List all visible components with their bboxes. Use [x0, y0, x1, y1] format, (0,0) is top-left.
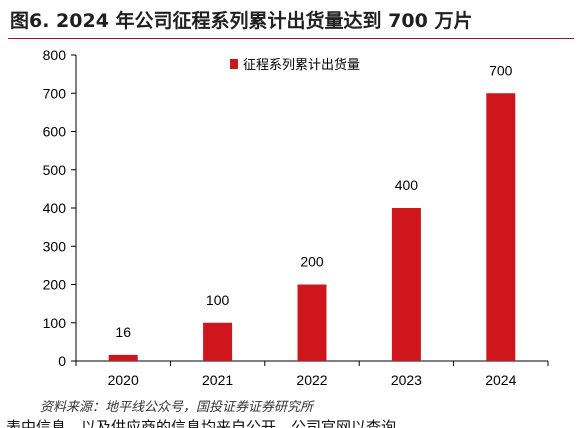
legend: 征程系列累计出货量 — [230, 57, 360, 73]
data-labels: 16 100 200 400 700 — [115, 62, 512, 340]
bar-series — [108, 93, 516, 361]
x-axis: 2020 2021 2022 2023 2024 — [75, 360, 549, 388]
bar-2021 — [203, 322, 233, 361]
y-tick-label: 0 — [58, 353, 66, 369]
source-note: 资料来源：地平线公众号，国投证券证券研究所 — [40, 400, 314, 415]
bar-2020 — [108, 354, 138, 361]
data-label-2023: 400 — [395, 177, 419, 193]
y-tick-label: 700 — [43, 85, 67, 101]
legend-label: 征程系列累计出货量 — [243, 57, 360, 73]
bar-2023 — [391, 208, 421, 361]
x-tick-label: 2020 — [108, 372, 139, 388]
data-label-2024: 700 — [489, 62, 513, 78]
x-tick-label: 2024 — [485, 372, 516, 388]
legend-swatch — [230, 59, 238, 69]
y-axis: 0 100 200 300 400 500 600 700 800 — [43, 47, 77, 369]
y-tick-label: 100 — [43, 315, 67, 331]
figure-title: 图6. 2024 年公司征程系列累计出货量达到 700 万片 — [10, 10, 473, 32]
y-tick-label: 600 — [43, 124, 67, 140]
bar-2022 — [297, 284, 327, 361]
data-label-2022: 200 — [300, 254, 324, 270]
y-tick-label: 400 — [43, 200, 67, 216]
title-underline — [8, 38, 574, 39]
y-tick-label: 500 — [43, 162, 67, 178]
x-tick-label: 2022 — [296, 372, 327, 388]
y-tick-label: 200 — [43, 277, 67, 293]
y-tick-label: 800 — [43, 47, 67, 63]
y-tick-label: 300 — [43, 238, 67, 254]
bar-2024 — [486, 93, 516, 361]
data-label-2020: 16 — [115, 324, 131, 340]
x-tick-label: 2023 — [391, 372, 422, 388]
x-tick-label: 2021 — [202, 372, 233, 388]
cropped-body-text: 表中信息，以及供应商的信息均来自公开，公司官网以查询 — [6, 418, 397, 428]
data-label-2021: 100 — [206, 292, 230, 308]
